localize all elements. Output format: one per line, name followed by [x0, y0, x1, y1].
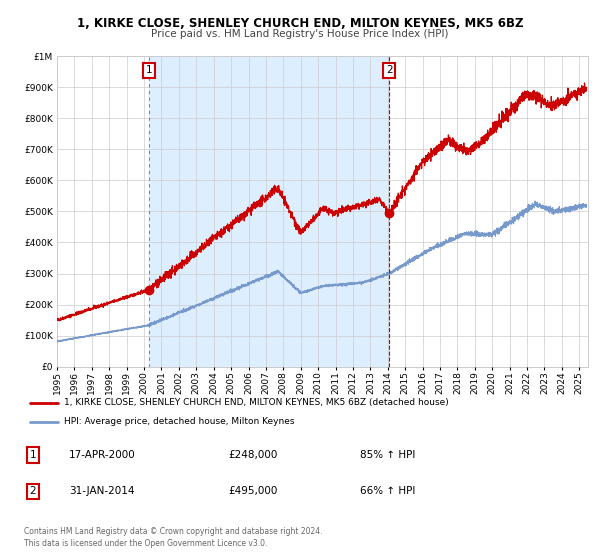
Text: 31-JAN-2014: 31-JAN-2014 — [69, 487, 134, 496]
Text: 2: 2 — [386, 66, 392, 76]
Text: 17-APR-2000: 17-APR-2000 — [69, 450, 136, 460]
Text: £248,000: £248,000 — [228, 450, 277, 460]
Text: 66% ↑ HPI: 66% ↑ HPI — [360, 487, 415, 496]
Text: 1: 1 — [29, 450, 37, 460]
Text: Price paid vs. HM Land Registry's House Price Index (HPI): Price paid vs. HM Land Registry's House … — [151, 29, 449, 39]
Text: HPI: Average price, detached house, Milton Keynes: HPI: Average price, detached house, Milt… — [64, 417, 295, 426]
Text: 85% ↑ HPI: 85% ↑ HPI — [360, 450, 415, 460]
Bar — [149, 56, 389, 367]
Text: 1, KIRKE CLOSE, SHENLEY CHURCH END, MILTON KEYNES, MK5 6BZ: 1, KIRKE CLOSE, SHENLEY CHURCH END, MILT… — [77, 17, 523, 30]
Text: 2: 2 — [29, 487, 37, 496]
Text: Contains HM Land Registry data © Crown copyright and database right 2024.
This d: Contains HM Land Registry data © Crown c… — [24, 527, 323, 548]
Text: 1, KIRKE CLOSE, SHENLEY CHURCH END, MILTON KEYNES, MK5 6BZ (detached house): 1, KIRKE CLOSE, SHENLEY CHURCH END, MILT… — [64, 398, 449, 407]
Text: £495,000: £495,000 — [228, 487, 277, 496]
Text: 1: 1 — [146, 66, 152, 76]
